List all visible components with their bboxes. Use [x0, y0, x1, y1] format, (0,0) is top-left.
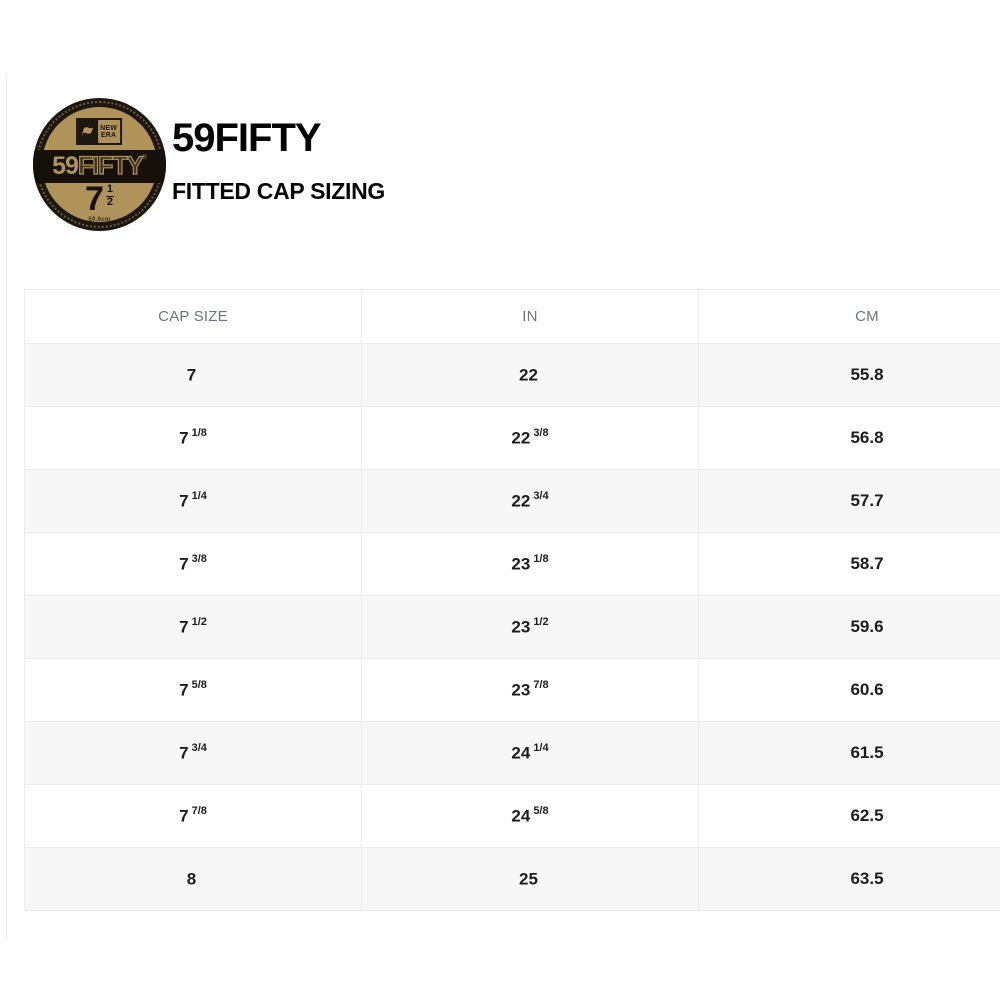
- cm-cell: 56.8: [698, 406, 1000, 470]
- cap-size-cell: 7 5/8: [24, 658, 362, 722]
- cm-cell: 62.5: [698, 784, 1000, 848]
- cap-size-cell: 7 3/4: [24, 721, 362, 785]
- inches-cell: 23 1/8: [361, 532, 699, 596]
- column-header-cm: CM: [698, 289, 1000, 344]
- cm-cell: 60.6: [698, 658, 1000, 722]
- table-row: 7 1/4 22 3/4 57.7: [24, 469, 1000, 533]
- inches-cell: 25: [361, 847, 699, 911]
- table-row: 7 5/8 23 7/8 60.6: [24, 658, 1000, 722]
- sticker-59fifty-band: 59 FIFTY ®: [33, 150, 166, 183]
- cm-cell: 63.5: [698, 847, 1000, 911]
- flag-icon: [81, 126, 94, 137]
- cap-size-cell: 7 1/4: [24, 469, 362, 533]
- new-era-wordmark: NEW ERA: [98, 120, 120, 143]
- table-row: 7 1/2 23 1/2 59.6: [24, 595, 1000, 659]
- sticker-size-fraction: 1 2: [105, 183, 115, 208]
- column-header-in: IN: [361, 289, 699, 344]
- page-title: 59FIFTY: [172, 116, 322, 160]
- new-era-flag-logo-box: NEW ERA: [75, 118, 122, 145]
- sticker-size-block: 7 1 2 59.6cm: [33, 182, 166, 223]
- inches-cell: 22 3/8: [361, 406, 699, 470]
- table-row: 7 22 55.8: [24, 343, 1000, 407]
- brand-new: NEW: [100, 124, 118, 132]
- cm-cell: 61.5: [698, 721, 1000, 785]
- table-row: 8 25 63.5: [24, 847, 1000, 911]
- cm-cell: 55.8: [698, 343, 1000, 407]
- inches-cell: 24 5/8: [361, 784, 699, 848]
- inches-cell: 22 3/4: [361, 469, 699, 533]
- table-row: 7 3/4 24 1/4 61.5: [24, 721, 1000, 785]
- cap-size-cell: 8: [24, 847, 362, 911]
- band-fifty: FIFTY: [77, 151, 144, 180]
- cap-sizing-table: CAP SIZE IN CM 7 22 55.8 7 1/8 22 3/8 56.8…: [24, 289, 1000, 911]
- new-era-flag-icon: [77, 120, 98, 143]
- content-left-rule: [6, 73, 7, 940]
- sticker-size-whole: 7: [84, 180, 104, 218]
- table-row: 7 3/8 23 1/8 58.7: [24, 532, 1000, 596]
- cap-size-cell: 7 1/8: [24, 406, 362, 470]
- cm-cell: 59.6: [698, 595, 1000, 659]
- cm-cell: 57.7: [698, 469, 1000, 533]
- inches-cell: 22: [361, 343, 699, 407]
- cap-size-cell: 7 1/2: [24, 595, 362, 659]
- table-row: 7 1/8 22 3/8 56.8: [24, 406, 1000, 470]
- inches-cell: 23 7/8: [361, 658, 699, 722]
- table-row: 7 7/8 24 5/8 62.5: [24, 784, 1000, 848]
- new-era-59fifty-sticker-logo: NEW ERA 59 FIFTY ® 7 1 2 59.6cm: [33, 98, 166, 231]
- page-subtitle: FITTED CAP SIZING: [172, 178, 385, 204]
- brand-era: ERA: [100, 131, 117, 139]
- cm-cell: 58.7: [698, 532, 1000, 596]
- band-59: 59: [52, 152, 79, 180]
- fraction-numerator: 1: [105, 183, 115, 197]
- cap-size-cell: 7: [24, 343, 362, 407]
- column-header-cap-size: CAP SIZE: [24, 289, 362, 344]
- inches-cell: 23 1/2: [361, 595, 699, 659]
- inches-cell: 24 1/4: [361, 721, 699, 785]
- cap-size-cell: 7 3/8: [24, 532, 362, 596]
- sticker-size-cm: 59.6cm: [88, 217, 111, 223]
- fraction-denominator: 2: [106, 195, 114, 208]
- table-header-row: CAP SIZE IN CM: [24, 289, 1000, 344]
- cap-size-cell: 7 7/8: [24, 784, 362, 848]
- registered-mark: ®: [142, 155, 147, 161]
